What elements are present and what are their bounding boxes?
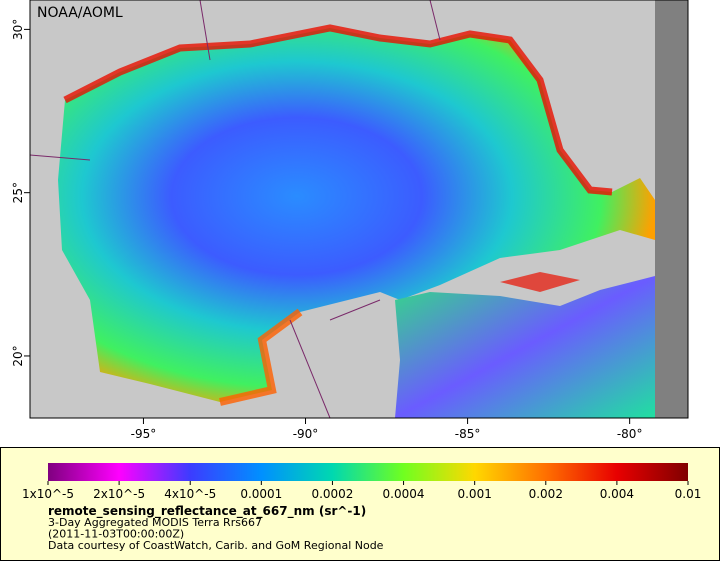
border bbox=[29, 0, 441, 419]
x-tick-label: -95° bbox=[131, 427, 157, 441]
coastal-reflectance bbox=[219, 308, 303, 406]
gulf-of-mexico bbox=[58, 28, 655, 402]
map-frame bbox=[29, 0, 689, 419]
x-tick-label: -80° bbox=[617, 427, 643, 441]
colorbar-tick-label: 0.01 bbox=[675, 487, 702, 501]
x-tick-label: -90° bbox=[293, 427, 319, 441]
colorbar bbox=[48, 463, 688, 481]
caribbean-sea bbox=[395, 276, 655, 418]
colorbar-tick-label: 1x10^-5 bbox=[22, 487, 74, 501]
colorbar-tick-label: 0.002 bbox=[529, 487, 563, 501]
coastal-reflectance bbox=[500, 272, 580, 292]
y-tick-label: 30° bbox=[11, 19, 25, 40]
colorbar-tick-label: 0.0004 bbox=[383, 487, 425, 501]
credit: NOAA/AOML bbox=[37, 5, 123, 21]
y-tick-label: 20° bbox=[11, 345, 25, 366]
colorbar-title: remote_sensing_reflectance_at_667_nm (sr… bbox=[48, 504, 366, 519]
colorbar-tick-label: 0.0002 bbox=[311, 487, 353, 501]
no-data bbox=[655, 0, 688, 418]
y-tick-label: 25° bbox=[11, 182, 25, 203]
x-tick-label: -85° bbox=[455, 427, 481, 441]
colorbar-tick-label: 2x10^-5 bbox=[93, 487, 145, 501]
colorbar-tick-label: 0.001 bbox=[457, 487, 491, 501]
colorbar-tick-label: 0.004 bbox=[600, 487, 634, 501]
coastal-reflectance bbox=[63, 24, 613, 196]
note: (2011-11-03T00:00:00Z) bbox=[48, 528, 184, 541]
note: Data courtesy of CoastWatch, Carib. and … bbox=[48, 539, 384, 552]
colorbar-tick-label: 0.0001 bbox=[240, 487, 282, 501]
colorbar-tick-label: 4x10^-5 bbox=[164, 487, 216, 501]
note: 3-Day Aggregated MODIS Terra Rrs667 bbox=[48, 516, 262, 529]
